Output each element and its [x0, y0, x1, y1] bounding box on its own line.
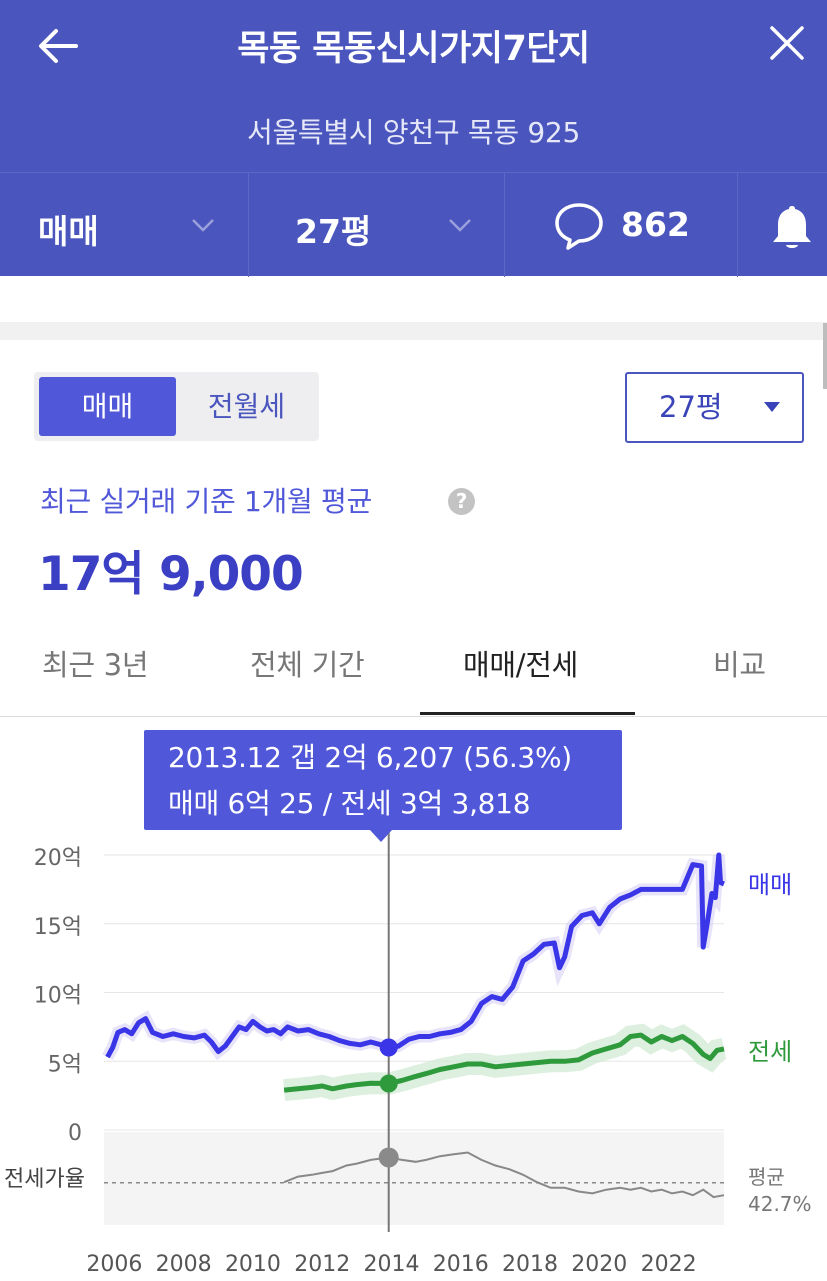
scrollbar[interactable] — [823, 323, 827, 389]
y-tick-label: 5억 — [48, 1052, 82, 1077]
x-tick-label: 2022 — [641, 1252, 697, 1277]
help-icon[interactable]: ? — [448, 488, 475, 515]
divider — [504, 173, 505, 277]
trade-segmented-control: 매매 전월세 — [34, 372, 319, 441]
ratio-series-label: 전세가율 — [4, 1167, 85, 1192]
ratio-line — [283, 1151, 725, 1199]
address: 서울특별시 양천구 목동 925 — [247, 116, 580, 149]
size-label: 27평 — [295, 212, 372, 251]
average-value: 42.7% — [748, 1192, 812, 1216]
active-tab-indicator — [420, 712, 635, 715]
tab-compare[interactable]: 비교 — [713, 648, 766, 682]
x-tick-label: 2006 — [86, 1252, 142, 1277]
segment-sale[interactable]: 매매 — [39, 377, 176, 436]
comment-count: 862 — [621, 205, 690, 244]
y-tick-label: 20억 — [34, 846, 82, 871]
tooltip-arrow — [370, 830, 392, 842]
jeonse-marker — [379, 1074, 398, 1093]
trade-type-label: 매매 — [38, 212, 99, 251]
x-tick-label: 2016 — [433, 1252, 489, 1277]
ratio-marker — [378, 1147, 399, 1168]
period-tabs: 최근 3년 전체 기간 매매/전세 비교 — [0, 620, 827, 717]
x-tick-label: 2018 — [502, 1252, 558, 1277]
header-toolbar: 매매 27평 862 — [0, 172, 827, 277]
size-select-label: 27평 — [659, 390, 723, 424]
chevron-down-icon — [192, 219, 214, 232]
caret-down-icon — [764, 402, 780, 412]
y-tick-label: 15억 — [34, 915, 82, 940]
comments-button[interactable]: 862 — [505, 173, 737, 277]
section-divider — [0, 322, 827, 340]
x-tick-label: 2010 — [225, 1252, 281, 1277]
x-tick-label: 2020 — [571, 1252, 627, 1277]
y-tick-label: 0 — [68, 1121, 82, 1146]
x-tick-label: 2014 — [363, 1252, 419, 1277]
average-label: 최근 실거래 기준 1개월 평균 — [40, 485, 372, 518]
jeonse-line — [283, 1032, 725, 1093]
size-select[interactable]: 27평 — [625, 372, 804, 443]
average-price: 17억 9,000 — [38, 547, 304, 602]
divider — [737, 173, 738, 277]
segment-rent[interactable]: 전월세 — [207, 390, 286, 423]
sale-line — [105, 852, 725, 1059]
sale-marker — [379, 1038, 398, 1057]
back-arrow-icon[interactable] — [36, 26, 80, 66]
close-icon[interactable] — [768, 24, 806, 62]
page-title: 목동 목동신시가지7단지 — [237, 29, 590, 69]
trade-type-dropdown[interactable]: 매매 — [0, 173, 248, 277]
size-dropdown[interactable]: 27평 — [249, 173, 504, 277]
x-tick-label: 2008 — [156, 1252, 212, 1277]
bell-icon — [773, 206, 811, 248]
divider — [248, 173, 249, 277]
jeonse-series-label: 전세 — [748, 1038, 792, 1066]
average-label: 평균 — [748, 1165, 785, 1189]
tab-all-period[interactable]: 전체 기간 — [250, 648, 365, 682]
chevron-down-icon — [449, 219, 471, 232]
x-tick-label: 2012 — [294, 1252, 350, 1277]
app-header: 목동 목동신시가지7단지 서울특별시 양천구 목동 925 매매 27평 862 — [0, 0, 827, 277]
tab-sale-jeonse[interactable]: 매매/전세 — [463, 648, 578, 682]
tab-recent-3y[interactable]: 최근 3년 — [42, 648, 149, 682]
sale-series-label: 매매 — [748, 871, 792, 899]
speech-bubble-icon — [555, 203, 603, 250]
chart-tooltip: 2013.12 갭 2억 6,207 (56.3%) 매매 6억 25 / 전세… — [144, 730, 622, 842]
y-tick-label: 10억 — [34, 984, 82, 1009]
price-chart[interactable]: 20억 15억 10억 5억 0 2006 2008 2010 2012 2014 2016 201… — [0, 717, 827, 1281]
ratio-band-background — [104, 1132, 724, 1225]
notification-button[interactable] — [738, 173, 827, 277]
tooltip-prices: 매매 6억 25 / 전세 3억 3,818 — [168, 787, 531, 820]
tooltip-gap: 2013.12 갭 2억 6,207 (56.3%) — [168, 741, 572, 774]
